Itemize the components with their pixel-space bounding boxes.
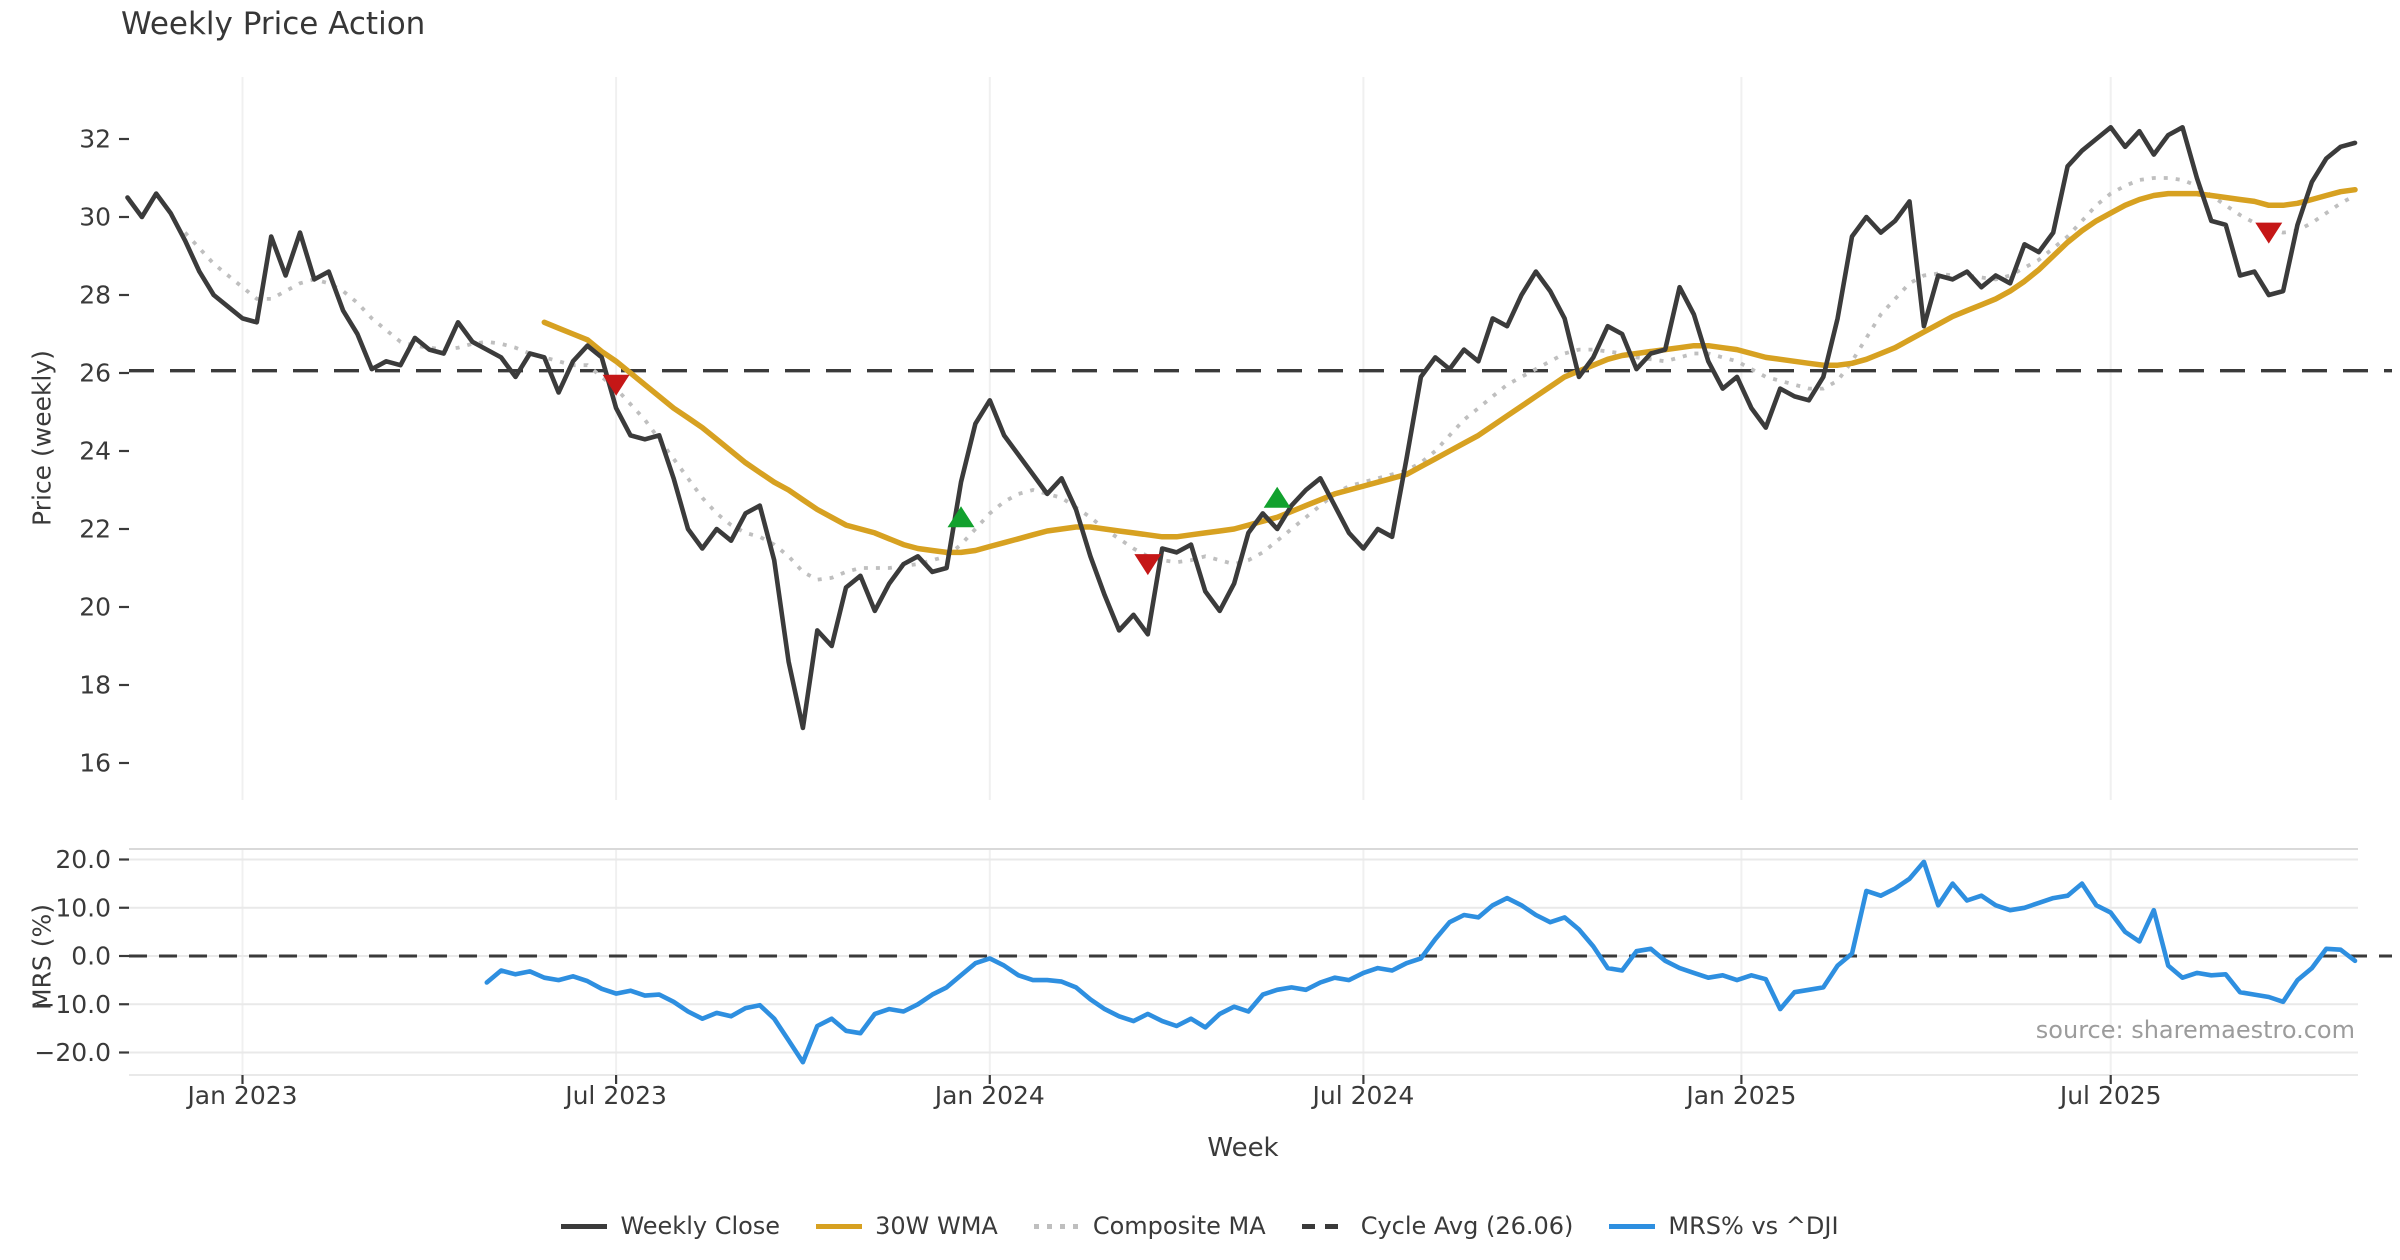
legend-label-cycle-avg: Cycle Avg (26.06) (1360, 1212, 1574, 1240)
x-tick-label: Jan 2025 (1684, 1081, 1796, 1110)
legend-item-30w-wma: 30W WMA (816, 1212, 998, 1240)
legend-item-weekly-close: Weekly Close (561, 1212, 780, 1240)
buy-marker-icon (1263, 486, 1291, 508)
x-tick-label: Jan 2023 (185, 1081, 297, 1110)
cycle-avg-line-swatch-icon (1301, 1223, 1348, 1229)
x-tick-label: Jul 2023 (563, 1081, 667, 1110)
x-tick-label: Jul 2025 (2058, 1081, 2162, 1110)
mrs-tick-label: 20.0 (55, 845, 111, 874)
price-tick-label: 24 (79, 437, 111, 466)
legend-label-mrs: MRS% vs ^DJI (1668, 1212, 1839, 1240)
composite-ma-line-swatch-icon (1033, 1223, 1080, 1229)
mrs-tick-label: −10.0 (34, 990, 111, 1019)
sell-marker-icon (1134, 554, 1162, 576)
price-tick-label: 16 (79, 749, 111, 778)
legend-item-mrs: MRS% vs ^DJI (1609, 1212, 1839, 1240)
sell-marker-icon (602, 374, 630, 396)
mrs-tick-label: −20.0 (34, 1038, 111, 1067)
wma-line (541, 186, 2358, 556)
price-tick-label: 26 (79, 359, 111, 388)
sell-marker-icon (2255, 222, 2283, 244)
mrs-axis-label: MRS (%) (27, 903, 57, 1011)
weekly-close-line-swatch-icon (561, 1223, 608, 1229)
mrs-line-swatch-icon (1609, 1223, 1656, 1229)
price-tick-label: 30 (79, 203, 111, 232)
x-tick-label: Jul 2024 (1311, 1081, 1415, 1110)
legend-label-30w-wma: 30W WMA (875, 1212, 998, 1240)
buy-marker-icon (947, 506, 975, 528)
legend-label-weekly-close: Weekly Close (620, 1212, 781, 1240)
mrs-tick-label: 10.0 (55, 893, 111, 922)
weekly-close-line (125, 125, 2358, 731)
chart-title: Weekly Price Action (121, 6, 426, 42)
price-tick-label: 22 (79, 515, 111, 544)
x-tick-label: Jan 2024 (933, 1081, 1045, 1110)
legend-item-cycle-avg: Cycle Avg (26.06) (1301, 1212, 1574, 1240)
mrs-tick-label: 0.0 (71, 942, 111, 971)
price-tick-label: 32 (79, 125, 111, 154)
legend-item-composite-ma: Composite MA (1033, 1212, 1266, 1240)
wma-line-swatch-icon (816, 1223, 863, 1229)
legend-label-composite-ma: Composite MA (1092, 1212, 1266, 1240)
week-axis-label: Week (1207, 1133, 1279, 1163)
mrs-line (484, 859, 2358, 1065)
source-note: source: sharemaestro.com (2035, 1016, 2355, 1044)
composite-ma-line (183, 176, 2356, 582)
price-tick-label: 28 (79, 281, 111, 310)
legend: Weekly Close 30W WMA Composite MA Cycle … (0, 1212, 2400, 1240)
price-axis-label: Price (weekly) (27, 350, 57, 526)
price-tick-label: 20 (79, 593, 111, 622)
price-tick-label: 18 (79, 671, 111, 700)
